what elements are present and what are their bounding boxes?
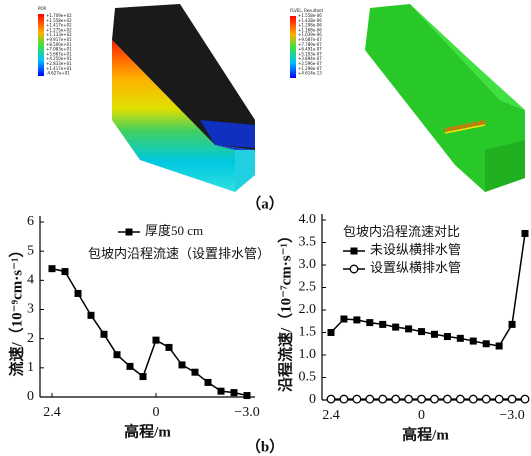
y-tick-label: 0 [309,392,316,407]
y-tick-label: 1.0 [299,347,317,362]
x-axis-label: 高程/m [402,425,449,443]
y-tick-label: 4 [27,273,34,288]
y-tick-label: 3.0 [299,257,317,272]
marker [62,268,69,275]
y-tick-label: 1.5 [299,325,317,340]
marker [353,316,360,323]
marker [457,335,464,342]
y-tick-label: 2.0 [299,302,317,317]
marker [521,395,529,403]
y-tick-label: 6 [27,214,34,229]
legend-label: 设置纵横排水管 [370,260,461,275]
marker [126,229,133,236]
marker [166,344,173,351]
x-tick-label: 0 [153,405,160,420]
y-tick-label: 3.5 [299,235,317,250]
x-tick-label: −3.0 [234,405,259,420]
y-tick-label: 2 [27,331,34,346]
legend-label: 厚度50 cm [145,223,203,238]
marker [379,321,386,328]
y-tick-label: 3 [27,302,34,317]
marker [444,395,452,403]
marker [179,361,186,368]
marker [469,395,477,403]
marker [192,369,199,376]
marker [218,388,225,395]
marker [470,338,477,345]
caption-a: （a） [246,194,284,212]
x-tick-label: 2.4 [43,405,61,420]
marker [366,395,374,403]
y-tick-label: 5 [27,243,34,258]
legend-label: -4.627e+01 [46,71,70,76]
marker [392,324,399,331]
marker [431,395,439,403]
pore-pressure-legend [38,14,44,76]
marker [418,395,426,403]
y-axis-label: 沿程流速/（10⁻⁷cm·s⁻¹） [276,228,294,392]
marker [327,395,335,403]
legend-label: 未设纵横排水管 [370,242,461,257]
marker [405,325,412,332]
marker [88,312,95,319]
marker [405,395,413,403]
marker [328,329,335,336]
x-tick-label: −3.0 [499,408,524,423]
flow-velocity-legend [290,16,296,78]
marker [351,248,358,255]
marker [457,395,465,403]
marker [483,340,490,347]
annotation: 包坡内沿程流速（设置排水管） [88,246,270,261]
marker [340,395,348,403]
marker [444,333,451,340]
legend-label: +4.614e-13 [298,71,322,76]
pore-pressure-model [112,4,255,192]
marker [508,395,516,403]
figure: （a） （b） POR+1.709e+02+1.558e+02+1.417e+0… [0,0,531,456]
y-tick-label: 1 [27,360,34,375]
marker [418,328,425,335]
legend-title: POR [38,6,47,11]
marker [75,290,82,297]
marker [495,395,503,403]
x-tick-label: 2.4 [322,408,340,423]
marker [205,379,212,386]
y-tick-label: 2.5 [299,280,317,295]
marker [366,319,373,326]
line [52,269,247,396]
marker [353,395,361,403]
marker [244,392,251,399]
marker [392,395,400,403]
marker [350,265,358,273]
marker [114,351,121,358]
y-axis-label: 流速/（10⁻⁹cm·s⁻¹） [7,243,25,377]
marker [482,395,490,403]
marker [379,395,387,403]
marker [509,321,516,328]
marker [153,337,160,344]
marker [49,265,56,272]
marker [127,363,134,370]
marker [101,331,108,338]
x-tick-label: 0 [418,408,425,423]
y-tick-label: 4.0 [299,212,317,227]
marker [340,316,347,323]
marker [431,331,438,338]
x-axis-label: 高程/m [124,422,171,440]
marker [522,230,529,237]
flow-velocity-model [365,4,525,192]
marker [140,373,147,380]
y-tick-label: 0 [27,389,34,404]
annotation: 包坡内沿程流速对比 [343,224,460,239]
y-tick-label: 0.5 [299,370,317,385]
marker [496,343,503,350]
caption-b: （b） [246,437,284,455]
marker [231,389,238,396]
